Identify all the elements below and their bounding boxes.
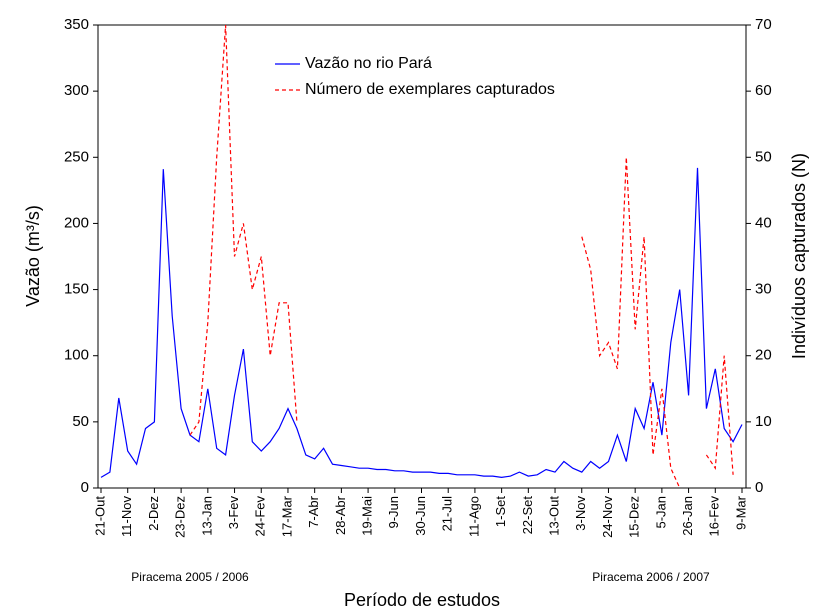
x-tick-label: 13-Out: [546, 496, 561, 536]
y-tick-label: 100: [64, 347, 89, 364]
x-tick-label: 30-Jun: [413, 496, 428, 536]
x-tick-label: 24-Fev: [253, 496, 268, 537]
series-line: [100, 167, 743, 479]
x-tick-label: 26-Jan: [680, 496, 695, 536]
annotation: Piracema 2006 / 2007: [592, 570, 710, 584]
legend-label: Número de exemplares capturados: [305, 81, 555, 98]
y-tick-label: 250: [64, 148, 89, 165]
x-tick-label: 3-Nov: [573, 496, 588, 531]
x-tick-label: 19-Mai: [360, 496, 375, 536]
x-tick-label: 16-Fev: [707, 496, 722, 537]
y2-tick-label: 60: [755, 82, 772, 99]
x-tick-label: 2-Dez: [146, 496, 161, 531]
x-tick-label: 11-Nov: [119, 496, 134, 537]
x-tick-label: 22-Set: [520, 496, 535, 535]
legend-label: Vazão no rio Pará: [305, 55, 432, 72]
x-tick-label: 5-Jan: [653, 496, 668, 529]
y2-tick-label: 30: [755, 281, 772, 298]
y-tick-label: 300: [64, 82, 89, 99]
x-tick-label: 15-Dez: [627, 496, 642, 538]
x-tick-label: 7-Abr: [306, 495, 321, 527]
y2-tick-label: 40: [755, 214, 772, 231]
y-axis-label: Vazão (m³/s): [23, 205, 43, 307]
y-tick-label: 50: [72, 413, 89, 430]
x-tick-label: 11-Ago: [466, 496, 481, 537]
x-tick-label: 1-Set: [493, 496, 508, 527]
series-line: [189, 24, 734, 489]
y2-tick-label: 10: [755, 413, 772, 430]
x-tick-label: 28-Abr: [333, 495, 348, 535]
x-axis-label: Período de estudos: [344, 590, 500, 610]
y2-tick-label: 20: [755, 347, 772, 364]
x-tick-label: 21-Out: [92, 496, 107, 536]
y-tick-label: 150: [64, 281, 89, 298]
y-tick-label: 350: [64, 16, 89, 33]
x-tick-label: 13-Jan: [199, 496, 214, 536]
y2-tick-label: 0: [755, 479, 763, 496]
x-tick-label: 21-Jul: [440, 496, 455, 532]
y-tick-label: 0: [81, 479, 89, 496]
x-tick-label: 9-Jun: [386, 496, 401, 529]
x-tick-label: 24-Nov: [600, 496, 615, 538]
y2-tick-label: 70: [755, 16, 772, 33]
x-tick-label: 23-Dez: [173, 496, 188, 538]
x-tick-label: 9-Mar: [733, 495, 748, 530]
y-tick-label: 200: [64, 214, 89, 231]
annotation: Piracema 2005 / 2006: [131, 570, 249, 584]
y2-tick-label: 50: [755, 148, 772, 165]
x-tick-label: 17-Mar: [279, 495, 294, 537]
x-tick-label: 3-Fev: [226, 496, 241, 530]
y2-axis-label: Indivíduos capturados (N): [789, 153, 809, 359]
